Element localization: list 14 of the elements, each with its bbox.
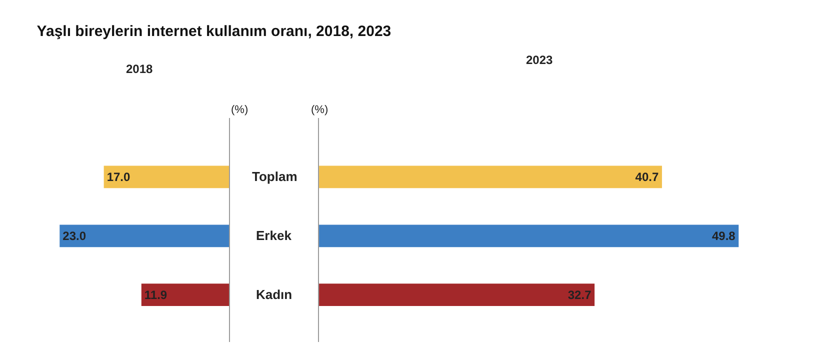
- data-label: 23.0: [62, 228, 86, 243]
- y-tick-label: Toplam: [252, 169, 298, 184]
- chart-subtitle: 2023: [526, 53, 554, 67]
- data-label: 32.7: [568, 288, 592, 302]
- chart-subtitle: 2018: [126, 62, 154, 76]
- y-tick-label: Kadın: [256, 287, 292, 302]
- data-label: 11.9: [144, 288, 168, 302]
- y-axis-title: (%): [231, 104, 248, 116]
- data-label: 49.8: [712, 228, 736, 243]
- y-axis-title: (%): [311, 104, 328, 116]
- chart-title: Yaşlı bireylerin internet kullanım oranı, 2018, 2023: [36, 22, 392, 40]
- data-label: 17.0: [106, 170, 131, 184]
- y-tick-label: Erkek: [256, 228, 292, 243]
- data-label: 40.7: [635, 170, 659, 184]
